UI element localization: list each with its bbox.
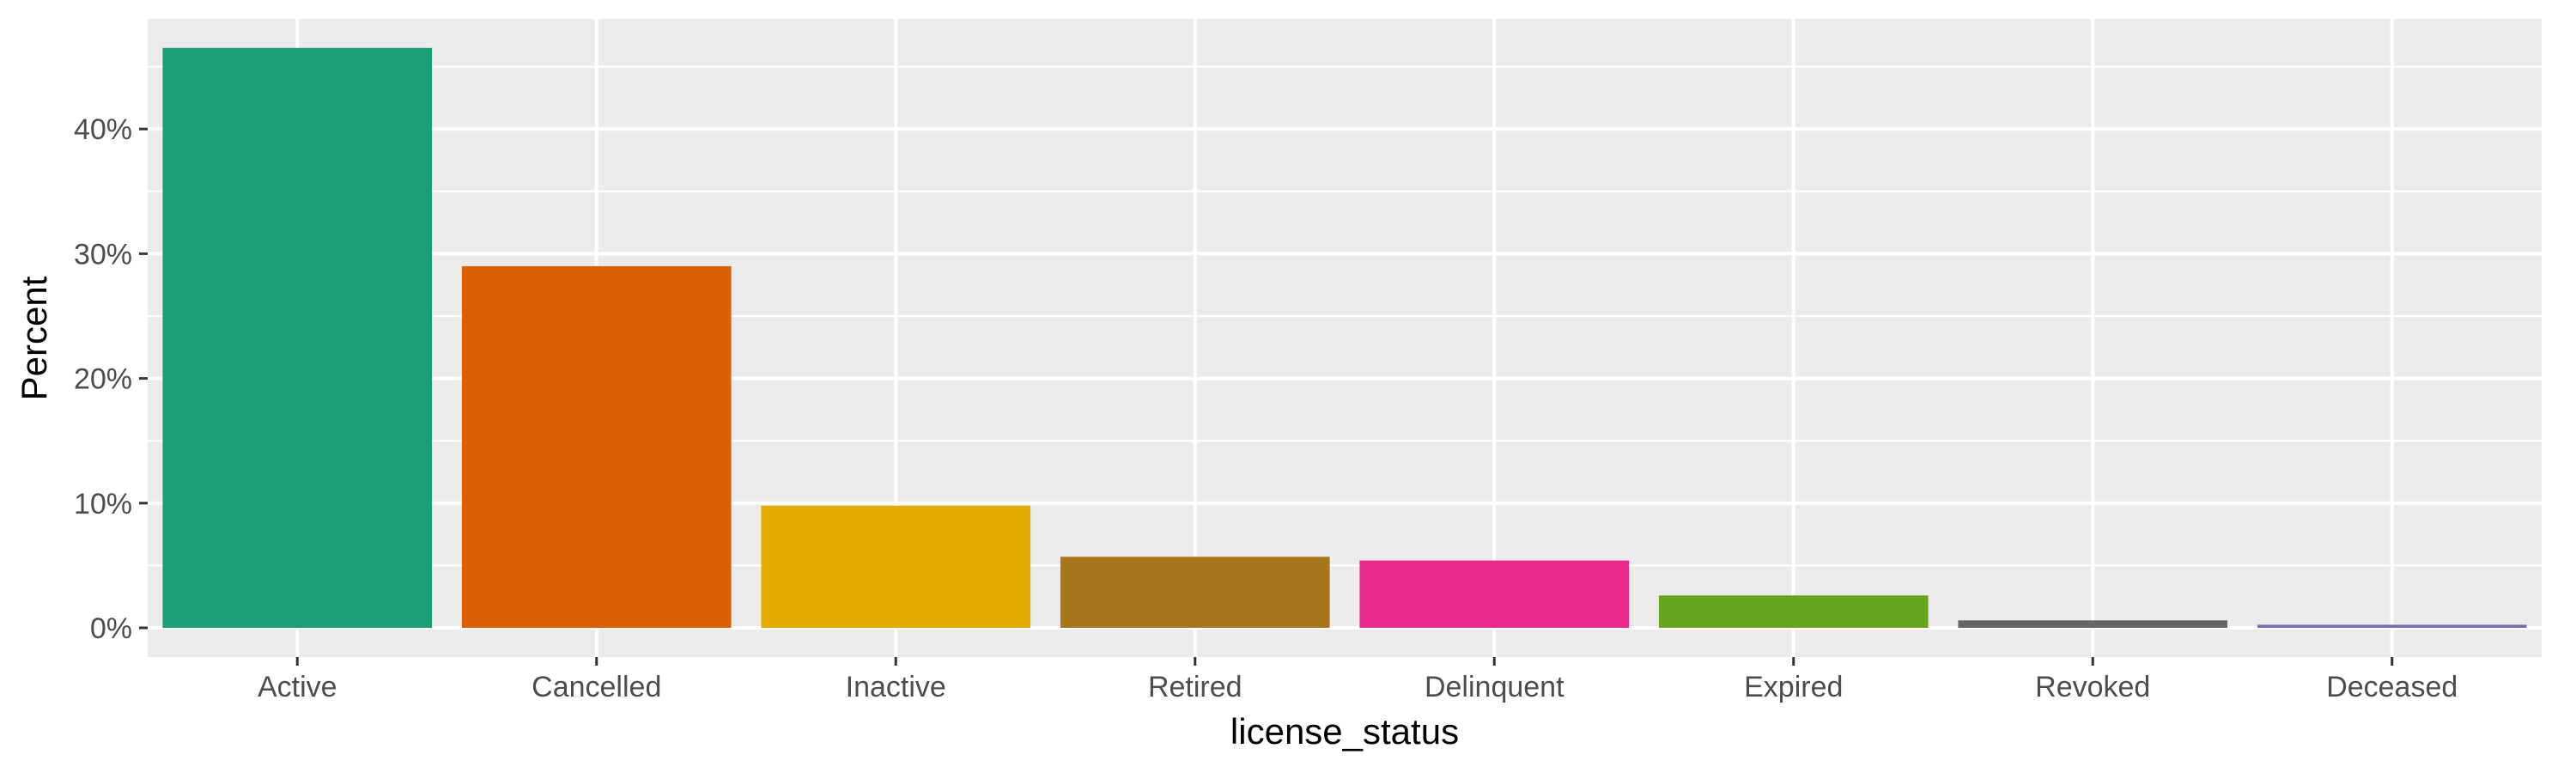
x-tick-label: Inactive: [846, 671, 946, 703]
x-tick-label: Delinquent: [1425, 671, 1564, 703]
x-tick-label: Cancelled: [532, 671, 661, 703]
y-tick-label: 10%: [74, 488, 132, 520]
bar-inactive: [761, 505, 1031, 628]
x-tick-label: Deceased: [2326, 671, 2458, 703]
bars: [162, 47, 2527, 628]
bar-revoked: [1958, 620, 2228, 628]
x-axis: Active Cancelled Inactive Retired Delinquent…: [258, 657, 2458, 703]
bar-deceased: [2257, 624, 2527, 628]
x-tick-label: Revoked: [2035, 671, 2150, 703]
x-tick-label: Active: [258, 671, 337, 703]
bar-expired: [1658, 595, 1929, 628]
y-tick-label: 30%: [74, 238, 132, 271]
y-axis-title: Percent: [14, 276, 54, 400]
x-tick-label: Expired: [1744, 671, 1843, 703]
y-tick-label: 40%: [74, 113, 132, 146]
bar-active: [162, 47, 433, 628]
bar-delinquent: [1359, 560, 1630, 628]
x-tick-label: Retired: [1148, 671, 1242, 703]
y-axis: 0% 10% 20% 30% 40%: [74, 113, 148, 645]
bar-retired: [1060, 557, 1330, 628]
bar-cancelled: [461, 265, 732, 628]
y-tick-label: 0%: [90, 612, 132, 645]
x-axis-title: license_status: [1230, 711, 1459, 752]
y-tick-label: 20%: [74, 363, 132, 396]
